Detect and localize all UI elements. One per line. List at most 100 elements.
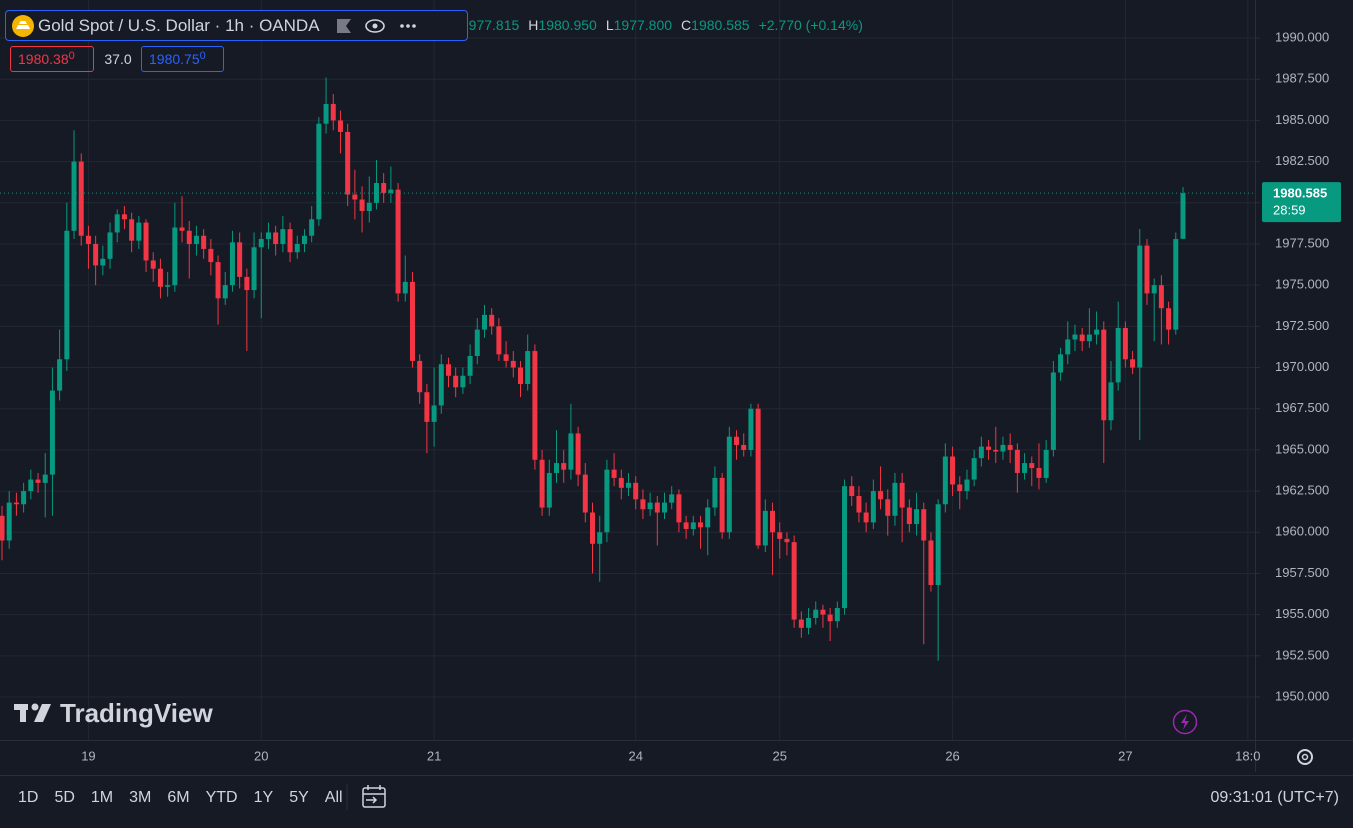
toolbar: 1D 5D 1M 3M 6M YTD 1Y 5Y All 09:31:01 (UTC+7): [0, 778, 1353, 818]
candle-body: [438, 364, 444, 406]
range-button[interactable]: YTD: [205, 789, 238, 806]
candle-body: [1029, 463, 1035, 469]
candle-body: [611, 469, 617, 478]
candle-body: [431, 405, 437, 422]
x-tick-label: 20: [254, 748, 268, 763]
settings-icon[interactable]: [1297, 749, 1313, 765]
ohlc-item: L1977.800: [605, 17, 673, 33]
symbol-legend[interactable]: Gold Spot / U.S. Dollar · 1h · OANDA: [5, 10, 468, 41]
candle-body: [503, 354, 509, 361]
range-buttons: 1D 5D 1M 3M 6M YTD 1Y 5Y All: [10, 789, 351, 807]
bid-price[interactable]: 1980.38 0: [10, 46, 94, 72]
candle-body: [510, 360, 516, 368]
candle-body: [734, 436, 740, 445]
range-button[interactable]: 1M: [90, 789, 114, 806]
last-price-box: [1262, 182, 1341, 223]
candle-body: [143, 222, 149, 261]
candle-body: [35, 479, 41, 483]
candle-body: [215, 262, 221, 299]
candle-body: [604, 469, 610, 533]
x-tick-label: 18:0: [1235, 748, 1260, 763]
candle-body: [878, 491, 884, 500]
candle-body: [273, 232, 279, 244]
candle-body: [1108, 382, 1114, 421]
candle-body: [222, 285, 228, 299]
candle-body: [770, 510, 776, 533]
candle-body: [6, 502, 12, 541]
candle-body: [64, 230, 70, 360]
candle-body: [921, 509, 927, 541]
candle-body: [193, 235, 199, 244]
candle-body: [294, 243, 300, 253]
candle-body: [129, 219, 135, 241]
candle-body: [1158, 285, 1164, 309]
candle-body: [1137, 245, 1143, 368]
candle-body: [712, 477, 718, 508]
symbol-icon: [12, 14, 34, 37]
candle-body: [165, 285, 171, 287]
candle-body: [856, 496, 862, 513]
x-tick-label: 26: [945, 748, 959, 763]
candle-body: [460, 375, 466, 388]
range-button[interactable]: 5Y: [289, 789, 309, 806]
candle-body: [93, 243, 99, 266]
candle-body: [676, 494, 682, 523]
candle-body: [654, 502, 660, 513]
candle-body: [1065, 339, 1071, 355]
ohlc-item: H1980.950: [528, 17, 597, 33]
candle-body: [517, 367, 523, 385]
range-button[interactable]: All: [324, 789, 343, 806]
candle-body: [150, 260, 156, 269]
candle-body: [813, 609, 819, 618]
date-range-icon[interactable]: [362, 785, 386, 808]
candle-body: [755, 408, 761, 546]
candle-body: [208, 248, 214, 263]
y-tick-label: 1985.000: [1275, 112, 1329, 127]
candle-body: [229, 242, 235, 286]
candle-body: [1086, 334, 1092, 342]
candle-body: [842, 486, 848, 609]
ask-price[interactable]: 1980.75 0: [141, 46, 224, 72]
candle-body: [964, 479, 970, 492]
y-tick-label: 1972.500: [1275, 318, 1329, 333]
y-tick-label: 1955.000: [1275, 606, 1329, 621]
candle-body: [316, 123, 322, 220]
y-tick-label: 1960.000: [1275, 524, 1329, 539]
symbol-title: Gold Spot / U.S. Dollar · 1h · OANDA: [38, 15, 320, 35]
candle-body: [914, 509, 920, 525]
candle-body: [85, 235, 91, 244]
axes: 1950.000 1952.500 1955.000 1957.500 1960.000…: [81, 29, 1341, 763]
candle-body: [899, 482, 905, 508]
candle-body: [453, 375, 459, 388]
candle-body: [280, 229, 286, 244]
y-tick-label: 1950.000: [1275, 688, 1329, 703]
range-button[interactable]: 6M: [167, 789, 190, 806]
candle-body: [762, 510, 768, 546]
candle-body: [201, 235, 207, 249]
legend-buttons[interactable]: [332, 14, 422, 38]
candle-body: [626, 482, 632, 488]
watermark: TradingView: [60, 698, 213, 728]
candle-body: [1122, 327, 1128, 360]
candle-body: [993, 449, 999, 452]
range-button[interactable]: 1Y: [253, 789, 274, 806]
candle-body: [1180, 193, 1186, 239]
candle-body: [381, 183, 387, 193]
y-tick-label: 1957.500: [1275, 565, 1329, 580]
range-button[interactable]: 1D: [18, 789, 39, 806]
lightning-icon[interactable]: [1172, 709, 1198, 735]
clock: 09:31:01 (UTC+7): [1210, 789, 1339, 806]
candle-body: [395, 189, 401, 294]
range-button[interactable]: 3M: [129, 789, 152, 806]
y-tick-label: 1987.500: [1275, 71, 1329, 86]
y-tick-label: 1982.500: [1275, 153, 1329, 168]
candle-body: [1043, 449, 1049, 478]
y-tick-label: 1970.000: [1275, 359, 1329, 374]
range-button[interactable]: 5D: [54, 789, 75, 806]
candle-body: [49, 390, 55, 475]
candle-body: [287, 229, 293, 253]
x-tick-label: 27: [1118, 748, 1132, 763]
candle-body: [683, 522, 689, 529]
